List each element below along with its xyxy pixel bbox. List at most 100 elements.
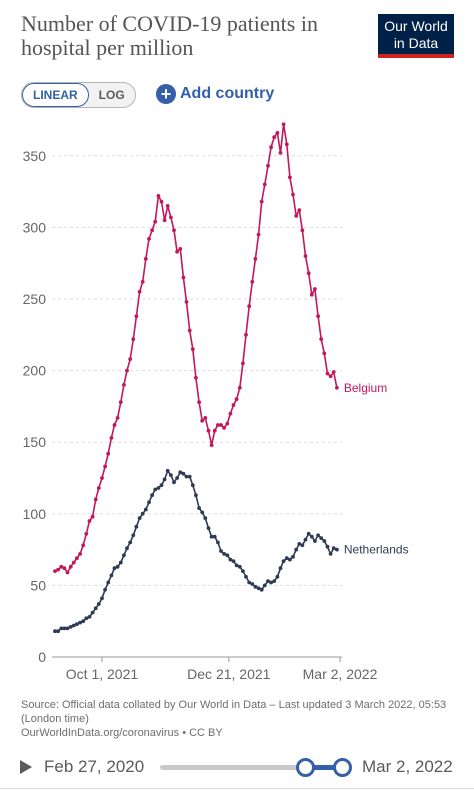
y-tick-label: 250 bbox=[23, 291, 47, 307]
data-point bbox=[266, 163, 270, 168]
timeline-start-handle[interactable] bbox=[296, 758, 315, 777]
data-point bbox=[128, 357, 133, 361]
y-tick-label: 50 bbox=[30, 577, 46, 593]
data-point bbox=[319, 536, 324, 540]
data-point bbox=[162, 477, 167, 482]
data-point bbox=[53, 569, 57, 573]
data-point bbox=[278, 566, 283, 571]
timeline-start-date[interactable]: Feb 27, 2020 bbox=[44, 757, 145, 776]
data-point bbox=[159, 483, 164, 488]
data-point bbox=[212, 428, 217, 433]
data-point bbox=[109, 436, 114, 440]
y-tick-label: 350 bbox=[23, 148, 47, 164]
data-point bbox=[65, 626, 70, 631]
data-point bbox=[231, 559, 236, 563]
data-point bbox=[71, 623, 76, 628]
play-icon[interactable] bbox=[20, 760, 32, 774]
data-point bbox=[300, 543, 305, 548]
data-point bbox=[165, 204, 170, 208]
data-point bbox=[178, 247, 183, 251]
data-point bbox=[247, 580, 252, 585]
data-point bbox=[278, 151, 283, 155]
data-point bbox=[234, 397, 239, 402]
data-point bbox=[335, 385, 339, 390]
timeline-end-handle[interactable] bbox=[333, 758, 352, 777]
log-scale-button[interactable]: LOG bbox=[98, 88, 125, 102]
data-point bbox=[96, 486, 101, 490]
data-point bbox=[172, 228, 176, 233]
data-point bbox=[225, 553, 230, 558]
data-point bbox=[325, 544, 330, 549]
data-point bbox=[272, 579, 277, 583]
data-point bbox=[275, 574, 280, 579]
data-point bbox=[190, 483, 195, 488]
data-point bbox=[147, 500, 151, 505]
data-point bbox=[140, 279, 145, 284]
divider bbox=[0, 788, 474, 800]
add-country-label: Add country bbox=[180, 85, 275, 102]
data-point bbox=[244, 332, 248, 337]
data-point bbox=[68, 564, 73, 569]
data-point bbox=[84, 616, 89, 621]
timeline-end-date[interactable]: Mar 2, 2022 bbox=[362, 757, 453, 776]
data-point bbox=[75, 622, 79, 626]
data-point bbox=[234, 563, 239, 568]
data-point bbox=[147, 237, 151, 241]
our-world-in-data-logo[interactable]: Our World in Data bbox=[378, 14, 454, 58]
data-point bbox=[153, 487, 158, 492]
data-point bbox=[125, 368, 129, 373]
data-point bbox=[112, 423, 117, 427]
data-point bbox=[228, 411, 233, 416]
data-point bbox=[115, 416, 120, 420]
data-point bbox=[71, 560, 76, 565]
data-point bbox=[216, 540, 220, 545]
data-point bbox=[106, 451, 111, 456]
timeline-control: Feb 27, 2020 Mar 2, 2022 bbox=[0, 748, 474, 788]
data-point bbox=[150, 228, 155, 233]
data-point bbox=[87, 519, 92, 523]
linear-scale-button[interactable]: LINEAR bbox=[22, 83, 89, 107]
data-point bbox=[203, 516, 208, 520]
data-point bbox=[291, 554, 295, 559]
data-point bbox=[197, 506, 202, 510]
data-point bbox=[131, 337, 136, 341]
add-country-button[interactable]: + Add country bbox=[156, 82, 274, 106]
logo-line-1: Our World bbox=[384, 18, 448, 34]
data-point bbox=[87, 615, 92, 619]
data-point bbox=[259, 587, 264, 592]
y-tick-label: 150 bbox=[23, 434, 47, 450]
data-point bbox=[253, 257, 258, 261]
data-point bbox=[90, 514, 95, 519]
line-chart[interactable]: 0 50 100 150 200 250 300 350 Oct 1, 2021 Dec 21, … bbox=[0, 120, 474, 688]
data-point bbox=[247, 304, 252, 309]
logo-line-2: in Data bbox=[393, 35, 439, 51]
license-text[interactable]: OurWorldInData.org/coronavirus • CC BY bbox=[21, 727, 223, 739]
data-point bbox=[150, 493, 155, 498]
data-point bbox=[62, 566, 67, 571]
data-point bbox=[209, 534, 214, 539]
data-point bbox=[272, 135, 277, 140]
data-point bbox=[78, 620, 82, 625]
data-point bbox=[256, 586, 261, 591]
data-point bbox=[259, 199, 264, 204]
data-point bbox=[137, 516, 142, 520]
data-point bbox=[156, 194, 161, 198]
data-point bbox=[228, 557, 233, 562]
data-point bbox=[172, 480, 176, 485]
data-point bbox=[81, 543, 86, 548]
data-point bbox=[328, 374, 333, 379]
data-point bbox=[68, 625, 73, 629]
data-point bbox=[78, 552, 82, 556]
timeline-track[interactable] bbox=[160, 765, 344, 770]
data-point bbox=[281, 122, 286, 127]
data-point bbox=[262, 182, 267, 187]
data-point bbox=[175, 249, 180, 254]
data-point bbox=[56, 567, 60, 572]
data-point bbox=[159, 199, 164, 204]
data-point bbox=[118, 560, 123, 565]
data-point bbox=[184, 300, 189, 304]
chart-title: Number of COVID-19 patients in hospital … bbox=[21, 11, 318, 60]
data-point bbox=[200, 418, 205, 423]
data-point bbox=[335, 547, 339, 552]
data-point bbox=[143, 257, 148, 261]
